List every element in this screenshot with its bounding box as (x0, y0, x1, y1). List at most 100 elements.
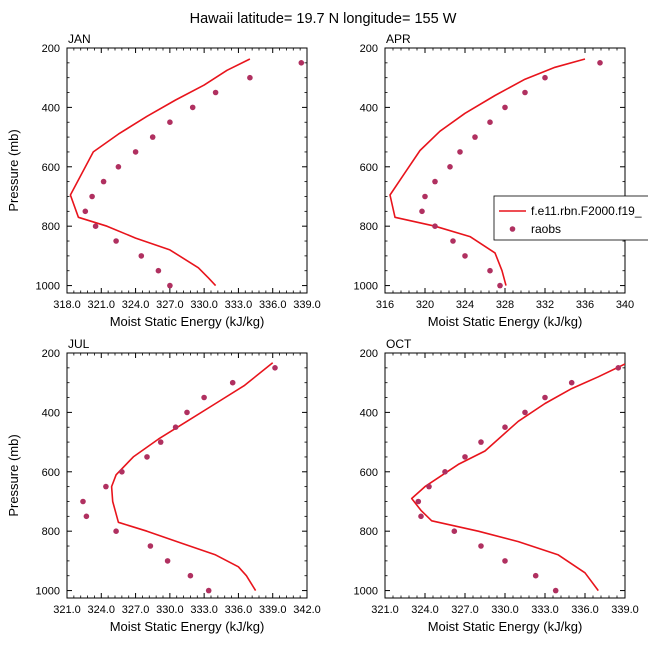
raobs-point-jul (113, 528, 119, 534)
x-tick-label: 321.0 (53, 604, 81, 616)
x-tick-label: 332 (536, 299, 554, 311)
x-tick-label: 336.0 (571, 604, 599, 616)
x-tick-label: 321.0 (371, 604, 399, 616)
raobs-point-apr (487, 119, 493, 125)
raobs-point-jul (172, 424, 179, 431)
raobs-point-apr (522, 89, 528, 96)
y-axis-label-jan: Pressure (mb) (6, 129, 21, 211)
x-tick-label: 340 (616, 299, 634, 311)
raobs-point-jan (92, 223, 99, 229)
y-tick-label: 200 (42, 348, 60, 360)
y-tick-label: 800 (360, 221, 378, 233)
raobs-point-apr (447, 164, 453, 170)
raobs-point-oct (615, 365, 622, 371)
raobs-point-jan (298, 60, 305, 66)
raobs-point-jan (167, 119, 173, 125)
raobs-point-oct (502, 424, 508, 431)
raobs-point-jan (113, 238, 119, 244)
raobs-point-apr (497, 282, 503, 289)
legend: f.e11.rbn.F2000.f19_raobs (493, 195, 648, 241)
x-tick-label: 324 (456, 299, 474, 311)
raobs-point-oct (552, 587, 559, 594)
x-axis-label-jul: Moist Static Energy (kJ/kg) (110, 619, 265, 634)
raobs-point-oct (478, 543, 484, 549)
plot-frame-jul (66, 352, 308, 599)
x-tick-label: 324.0 (411, 604, 439, 616)
raobs-point-jul (164, 558, 171, 564)
raobs-point-apr (457, 149, 463, 155)
raobs-point-jul (83, 513, 90, 520)
raobs-point-jul (157, 439, 164, 445)
x-tick-label: 333.0 (225, 299, 253, 311)
plot-frame-jan (66, 47, 308, 294)
y-tick-label: 400 (42, 407, 60, 419)
x-tick-label: 339.0 (293, 299, 321, 311)
x-tick-label: 327.0 (451, 604, 479, 616)
raobs-point-oct (532, 572, 539, 579)
raobs-point-apr (462, 253, 468, 259)
raobs-point-jan (132, 149, 139, 155)
plot-area-apr (389, 58, 603, 289)
y-tick-label: 400 (360, 407, 378, 419)
panel-title-jan: JAN (68, 32, 91, 46)
raobs-point-apr (472, 134, 478, 140)
x-tick-label: 342.0 (293, 604, 321, 616)
raobs-point-jul (80, 498, 86, 505)
raobs-point-jan (100, 178, 107, 185)
x-tick-label: 336 (576, 299, 594, 311)
plot-frame-apr (384, 47, 626, 294)
y-tick-label: 200 (360, 43, 378, 55)
x-tick-label: 321.0 (88, 299, 116, 311)
raobs-point-oct (415, 498, 422, 505)
x-tick-label: 336.0 (225, 604, 253, 616)
y-tick-label: 600 (42, 162, 60, 174)
x-axis-label-oct: Moist Static Energy (kJ/kg) (428, 619, 583, 634)
raobs-point-oct (568, 379, 575, 386)
plot-area-jul (80, 362, 278, 594)
legend-box (493, 195, 648, 241)
x-tick-label: 336.0 (259, 299, 287, 311)
raobs-point-oct (442, 469, 448, 475)
x-tick-label: 324.0 (122, 299, 150, 311)
x-tick-label: 339.0 (259, 604, 287, 616)
plot-area-jan (69, 58, 305, 289)
x-axis-label-apr: Moist Static Energy (kJ/kg) (428, 314, 583, 329)
y-tick-label: 1000 (354, 586, 378, 598)
raobs-point-apr (432, 178, 438, 185)
legend-label-raobs: raobs (531, 222, 561, 236)
model-line-oct (410, 363, 625, 592)
raobs-point-jul (119, 469, 125, 475)
panel-jul: JUL 321.0 324.0 327.0 330.0 333.0 336.0 339.0 34… (6, 337, 321, 634)
raobs-point-jan (155, 267, 162, 274)
model-line-apr (389, 58, 586, 286)
raobs-point-jul (205, 587, 212, 594)
y-tick-label: 800 (42, 221, 60, 233)
x-tick-label: 330.0 (190, 299, 218, 311)
x-tick-label: 339.0 (611, 604, 639, 616)
y-tick-label: 1000 (36, 281, 60, 293)
y-tick-label: 400 (42, 102, 60, 114)
raobs-point-jan (212, 89, 219, 96)
panel-title-jul: JUL (68, 337, 90, 351)
panel-oct: OCT 321.0 324.0 327.0 330.0 333.0 336.0 339.0 20… (354, 337, 639, 634)
raobs-point-apr (419, 208, 425, 215)
raobs-point-oct (502, 558, 508, 564)
plot-area-oct (410, 363, 625, 594)
y-tick-label: 200 (360, 348, 378, 360)
raobs-point-jan (189, 104, 196, 111)
raobs-point-apr (422, 193, 428, 200)
x-tick-label: 327.0 (156, 299, 184, 311)
y-tick-label: 1000 (354, 281, 378, 293)
raobs-point-oct (426, 483, 432, 490)
raobs-point-jul (187, 572, 194, 579)
raobs-point-oct (418, 513, 424, 520)
y-axis-label-jul: Pressure (mb) (6, 434, 21, 516)
panel-title-oct: OCT (386, 337, 412, 351)
raobs-point-oct (522, 409, 528, 416)
x-tick-label: 324.0 (88, 604, 116, 616)
raobs-point-jul (201, 394, 207, 401)
panel-title-apr: APR (386, 32, 411, 46)
x-tick-label: 316 (376, 299, 394, 311)
y-tick-label: 400 (360, 102, 378, 114)
